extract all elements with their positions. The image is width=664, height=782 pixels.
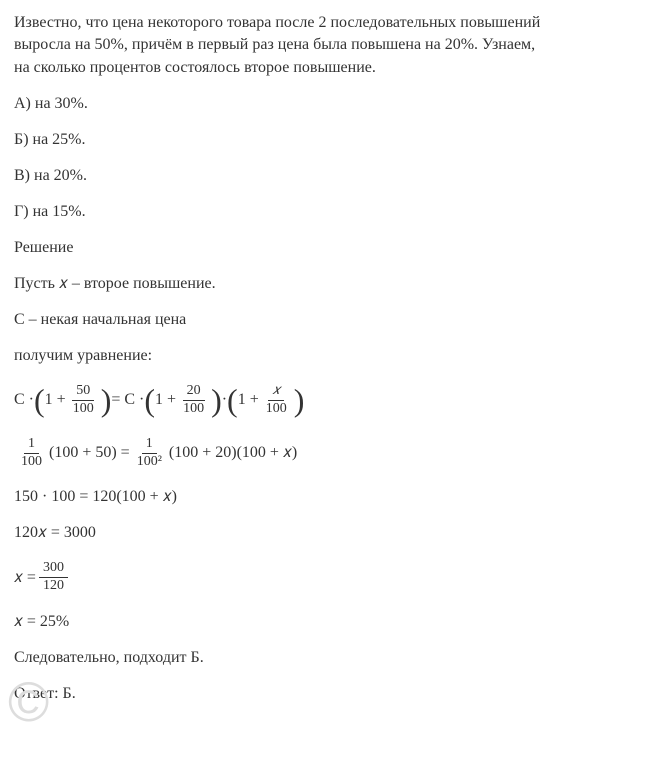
let-c-line: С – некая начальная цена [14, 311, 650, 329]
get-equation-line: получим уравнение: [14, 347, 650, 365]
solution-header: Решение [14, 239, 650, 257]
option-b: Б) на 25%. [14, 131, 650, 149]
equation-4: 120𝑥 = 3000 [14, 524, 650, 542]
eq1-one-2: 1 + [155, 391, 176, 409]
eq1-c1: С · [14, 391, 34, 409]
equation-2: 1 100 (100 + 50) = 1 100² (100 + 20)(100… [14, 436, 650, 471]
eq2-frac-1: 1 100 [17, 436, 46, 471]
problem-line-1: Известно, что цена некоторого товара пос… [14, 14, 540, 31]
eq2-mid-1: (100 + 50) = [49, 444, 130, 462]
eq2-f1-num: 1 [24, 436, 39, 454]
equation-5: 𝑥 = 300 120 [14, 560, 650, 595]
eq5-den: 120 [39, 578, 68, 595]
eq1-f1-num: 50 [72, 383, 94, 401]
eq1-eq: = С · [111, 391, 144, 409]
eq2-frac-2: 1 100² [133, 436, 166, 471]
eq2-mid-2: (100 + 20)(100 + 𝑥) [169, 444, 297, 462]
problem-line-2: выросла на 50%, причём в первый раз цена… [14, 36, 535, 53]
answer: Ответ: Б. [14, 685, 650, 703]
equation-3: 150 · 100 = 120(100 + 𝑥) [14, 488, 650, 506]
eq1-f2-den: 100 [179, 401, 208, 418]
eq2-f2-den: 100² [133, 454, 166, 471]
eq1-f1-den: 100 [69, 401, 98, 418]
conclusion: Следовательно, подходит Б. [14, 649, 650, 667]
eq1-frac-3: 𝑥 100 [262, 383, 291, 418]
eq1-frac-1: 50 100 [69, 383, 98, 418]
eq5-num: 300 [39, 560, 68, 578]
eq1-one-3: 1 + [238, 391, 259, 409]
eq1-f2-num: 20 [183, 383, 205, 401]
eq1-frac-2: 20 100 [179, 383, 208, 418]
equation-6: 𝑥 = 25% [14, 613, 650, 631]
eq2-f1-den: 100 [17, 454, 46, 471]
option-d: Г) на 15%. [14, 203, 650, 221]
let-x-line: Пусть 𝑥 – второе повышение. [14, 275, 650, 293]
problem-line-3: на сколько процентов состоялось второе п… [14, 59, 376, 76]
eq1-f3-num: 𝑥 [268, 383, 284, 401]
problem-statement: Известно, что цена некоторого товара пос… [14, 12, 650, 79]
eq5-frac: 300 120 [39, 560, 68, 595]
eq1-f3-den: 100 [262, 401, 291, 418]
eq1-one-1: 1 + [45, 391, 66, 409]
eq2-f2-num: 1 [142, 436, 157, 454]
option-a: А) на 30%. [14, 95, 650, 113]
option-c: В) на 20%. [14, 167, 650, 185]
equation-1: С · ( 1 + 50 100 ) = С · ( 1 + 20 100 ) … [14, 383, 650, 418]
eq5-lhs: 𝑥 = [14, 569, 36, 587]
